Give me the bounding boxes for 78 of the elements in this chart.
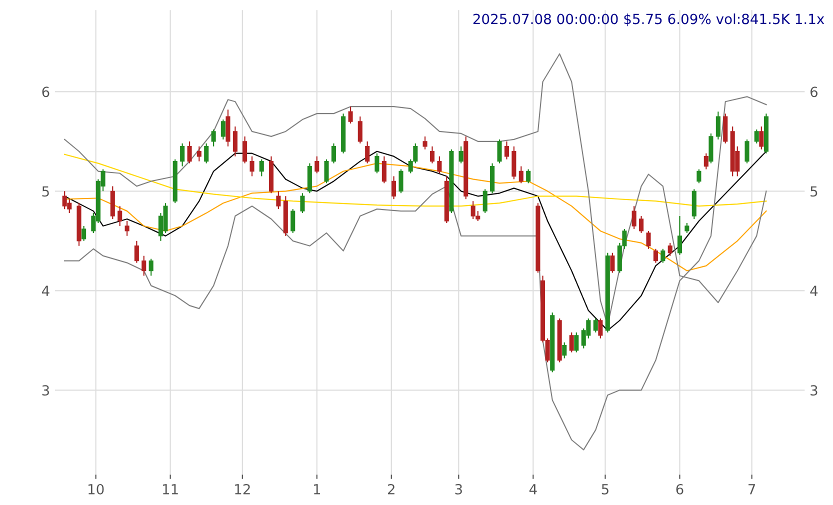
x-tick-label: 5	[602, 484, 608, 494]
x-tick-label: 4	[529, 484, 537, 494]
candlestick	[118, 206, 122, 227]
y2-tick-label: 6	[810, 86, 818, 98]
candlestick	[759, 126, 764, 150]
candlestick	[398, 168, 404, 194]
candlestick	[358, 116, 362, 144]
y-tick-label: 4	[42, 286, 50, 296]
x-tick-label: 11	[163, 484, 178, 494]
candlestick	[300, 192, 305, 214]
candlestick	[646, 230, 651, 250]
candlestick	[324, 158, 329, 184]
candlestick	[482, 188, 488, 214]
x-tick-label: 12	[235, 484, 250, 494]
candlestick	[677, 215, 682, 256]
candlestick	[148, 258, 154, 276]
x-tick-label: 3	[455, 484, 462, 494]
x-tick-label: 7	[748, 484, 756, 494]
candlestick	[187, 140, 192, 164]
candlestick	[684, 222, 690, 234]
candlestick	[754, 128, 759, 144]
candlestick	[668, 242, 672, 256]
candlestick	[250, 156, 254, 177]
candlestick	[382, 156, 386, 184]
candlestick	[610, 252, 615, 274]
candlestick	[504, 140, 509, 160]
candlestick	[458, 146, 464, 164]
candlestick	[259, 158, 264, 177]
candlestick	[124, 220, 130, 236]
y2-tick-label: 4	[810, 286, 818, 296]
candlestick	[276, 190, 281, 210]
candlestick	[82, 225, 86, 242]
candlestick	[569, 332, 574, 353]
candlestick	[211, 128, 216, 147]
candlestick	[348, 106, 353, 124]
candlestick	[696, 168, 702, 184]
candlestick	[290, 208, 296, 234]
candlestick	[704, 152, 708, 170]
candlestick	[716, 111, 720, 140]
x-tick-label: 1	[314, 484, 320, 494]
x-tick-label: 6	[676, 484, 684, 494]
candlestick	[639, 215, 644, 234]
candlestick	[526, 168, 531, 184]
candlestick	[660, 248, 666, 264]
y-tick-label: 5	[42, 186, 49, 197]
candlestick	[204, 142, 209, 164]
candlestick	[598, 318, 603, 339]
candlestick	[422, 136, 428, 150]
candlestick	[331, 142, 336, 164]
candlestick	[196, 146, 202, 162]
candlestick	[365, 140, 370, 164]
x-tick-label: 2	[388, 484, 394, 494]
candlestick	[518, 166, 524, 184]
candlestick	[497, 138, 502, 164]
candlestick	[437, 156, 442, 174]
y2-tick-label: 5	[810, 186, 818, 197]
candlestick	[632, 206, 636, 230]
candlestick	[574, 332, 579, 353]
y-tick-label: 3	[42, 385, 50, 396]
candlestick	[134, 240, 139, 264]
candlestick	[374, 152, 380, 174]
candlestick	[220, 118, 226, 140]
line-series	[64, 154, 767, 207]
candlestick	[430, 146, 435, 164]
candlestick	[593, 318, 598, 333]
candlestick	[180, 142, 185, 167]
candlestick	[142, 255, 146, 276]
candlestick	[392, 176, 396, 200]
y-tick-label: 6	[42, 86, 50, 98]
candlestick	[232, 126, 238, 157]
y2-tick-label: 3	[810, 385, 818, 396]
candlestick	[314, 156, 320, 174]
candlestick	[562, 342, 567, 359]
candlestick	[242, 136, 248, 164]
x-tick-label: 10	[88, 484, 104, 494]
chart-title: 2025.07.08 00:00:00 $5.75 6.09% vol:841.5K 1.1x	[473, 13, 824, 26]
candlestick	[653, 248, 658, 264]
candlestick	[744, 138, 750, 164]
